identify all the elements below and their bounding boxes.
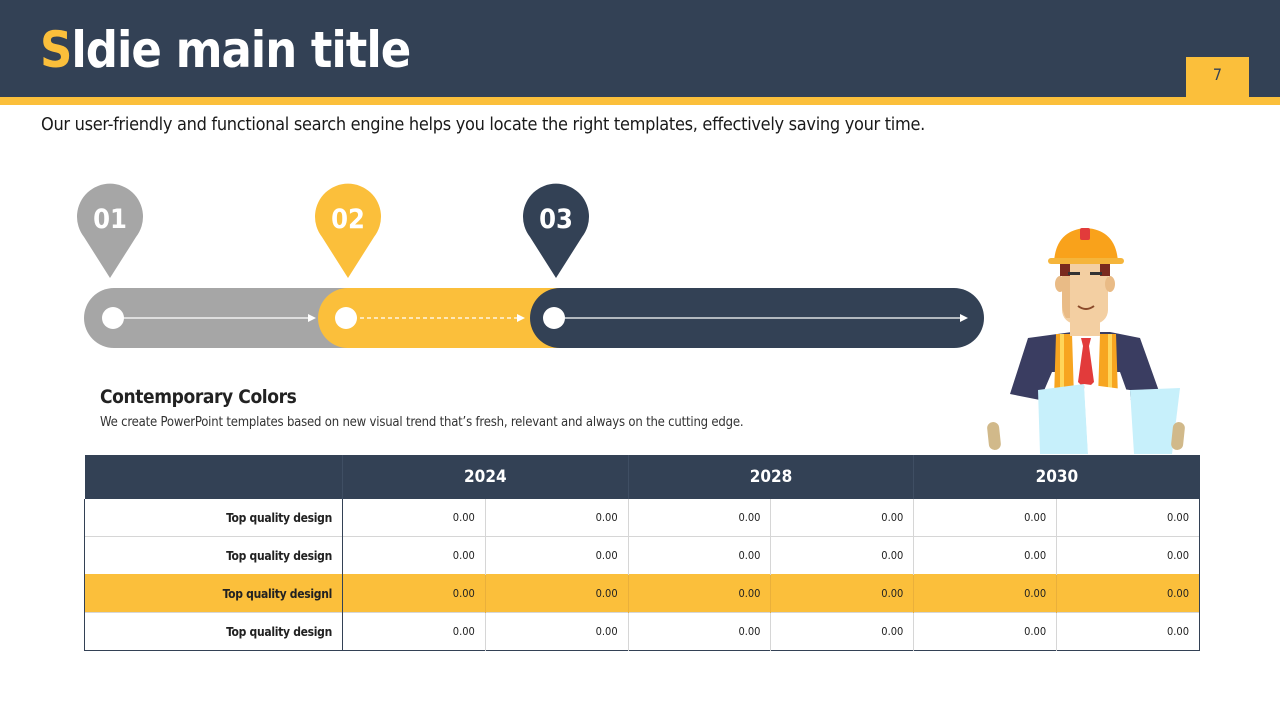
table-row-label: Top quality designl [84, 574, 343, 613]
table-row-label: Top quality design [84, 536, 343, 575]
step-label-02: 02 [331, 204, 365, 235]
table-cell: 0.00 [484, 612, 629, 651]
table-cell: 0.00 [1056, 612, 1200, 651]
table-cell: 0.00 [913, 612, 1057, 651]
arrow-right-icon [554, 314, 968, 322]
table-cell: 0.00 [913, 499, 1057, 537]
table-cell: 0.00 [770, 499, 914, 537]
table-cell: 0.00 [342, 612, 486, 651]
table-header-year: 2028 [627, 455, 914, 499]
table-header-row: 2024 2028 2030 [84, 455, 1200, 499]
table-cell: 0.00 [627, 612, 771, 651]
table-row: Top quality designl 0.00 0.00 0.00 0.00 0.00 0… [84, 574, 1200, 613]
table-cell: 0.00 [770, 536, 914, 575]
location-pin-icon: 02 [315, 183, 382, 278]
slide-title: Sldie main title [40, 18, 411, 82]
table-cell: 0.00 [484, 536, 629, 575]
construction-worker-illustration [987, 228, 1185, 454]
table-cell: 0.00 [484, 499, 629, 537]
step-label-01: 01 [93, 204, 127, 235]
location-pin-icon: 01 [76, 183, 143, 278]
data-table: 2024 2028 2030 Top quality design 0.00 0.0… [84, 455, 1200, 651]
table-header-year: 2024 [342, 455, 629, 499]
table-header-year: 2030 [913, 455, 1200, 499]
table-cell: 0.00 [342, 574, 486, 613]
table-cell: 0.00 [1056, 499, 1200, 537]
table-cell: 0.00 [1056, 536, 1200, 575]
table-cell: 0.00 [1056, 574, 1200, 613]
table-cell: 0.00 [484, 574, 629, 613]
location-pin-icon: 03 [523, 183, 589, 278]
slide-subtitle: Our user-friendly and functional search … [41, 114, 925, 135]
page-number: 7 [1186, 57, 1249, 97]
section-title: Contemporary Colors [100, 386, 297, 408]
table-cell: 0.00 [342, 499, 486, 537]
table-cell: 0.00 [627, 536, 771, 575]
table-row: Top quality design 0.00 0.00 0.00 0.00 0.00 0.… [84, 536, 1200, 575]
timeline-dot-02 [335, 307, 357, 329]
table-header-blank [84, 455, 343, 499]
table-cell: 0.00 [627, 574, 771, 613]
table-cell: 0.00 [770, 612, 914, 651]
timeline-dot-01 [102, 307, 124, 329]
table-cell: 0.00 [770, 574, 914, 613]
table-cell: 0.00 [342, 536, 486, 575]
slide-title-first-letter: S [40, 21, 72, 79]
step-label-03: 03 [539, 204, 573, 235]
table-row: Top quality design 0.00 0.00 0.00 0.00 0.00 0.… [84, 612, 1200, 651]
table-cell: 0.00 [913, 536, 1057, 575]
table-row: Top quality design 0.00 0.00 0.00 0.00 0.00 0.… [84, 499, 1200, 537]
table-row-label: Top quality design [84, 499, 343, 537]
header-accent-stripe [0, 97, 1280, 105]
timeline-dot-03 [543, 307, 565, 329]
header-bar [0, 0, 1280, 97]
table-cell: 0.00 [627, 499, 771, 537]
section-description: We create PowerPoint templates based on … [100, 415, 744, 430]
arrow-right-icon [113, 314, 316, 322]
table-row-label: Top quality design [84, 612, 343, 651]
arrow-right-icon [346, 314, 525, 322]
timeline: 01 02 03 [76, 183, 984, 348]
table-cell: 0.00 [913, 574, 1057, 613]
slide-title-rest: ldie main title [71, 21, 411, 79]
